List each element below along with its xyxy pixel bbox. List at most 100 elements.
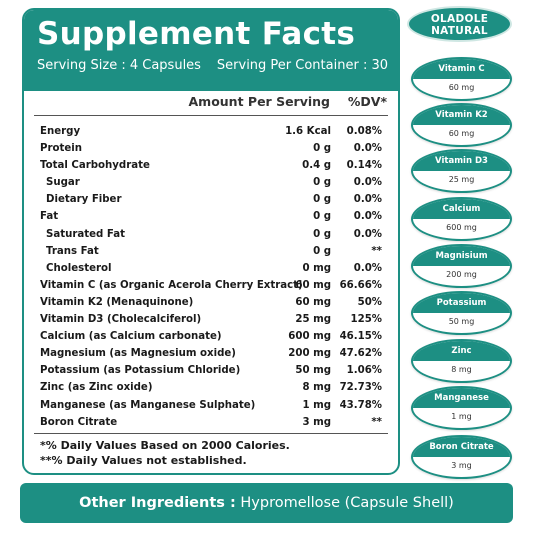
nutrient-name: Vitamin K2 (Menaquinone) — [40, 296, 194, 308]
pill-vitamin-d3: Vitamin D3 25 mg — [411, 149, 512, 193]
nutrient-name: Trans Fat — [46, 245, 99, 257]
pill-boron-citrate: Boron Citrate 3 mg — [411, 435, 512, 479]
nutrient-dv: 1.06% — [346, 365, 382, 377]
nutrient-dv: ** — [371, 416, 382, 428]
nutrient-amount: 0 g — [313, 143, 331, 155]
nutrient-dv: 43.78% — [339, 399, 382, 411]
table-row: Potassium (as Potassium Chloride) 50 mg 1.… — [40, 363, 382, 380]
serving-per-container: Serving Per Container : 30 — [216, 58, 388, 73]
nutrient-amount: 0 g — [313, 228, 331, 240]
nutrient-amount: 25 mg — [295, 314, 331, 326]
pill-dose: 60 mg — [448, 129, 475, 138]
nutrient-amount: 60 mg — [295, 296, 331, 308]
panel-header: Supplement Facts Serving Size : 4 Capsul… — [24, 10, 398, 91]
table-row: Cholesterol 0 mg 0.0% — [40, 261, 382, 278]
nutrient-dv: 0.08% — [346, 126, 382, 137]
nutrient-amount: 0 g — [313, 211, 331, 223]
pill-vitamin-k2: Vitamin K2 60 mg — [411, 103, 512, 147]
nutrient-amount: 0 g — [313, 194, 331, 206]
table-row: Zinc (as Zinc oxide) 8 mg 72.73% — [40, 380, 382, 397]
pill-dose: 3 mg — [451, 461, 472, 470]
pill-vitamin-c: Vitamin C 60 mg — [411, 57, 512, 101]
nutrient-amount: 1 mg — [302, 399, 331, 411]
table-row: Dietary Fiber 0 g 0.0% — [40, 192, 382, 209]
table-row: Boron Citrate 3 mg ** — [40, 415, 382, 432]
nutrient-amount: 200 mg — [288, 348, 331, 360]
table-row: Vitamin K2 (Menaquinone) 60 mg 50% — [40, 295, 382, 312]
pill-name: Magnisium — [413, 246, 510, 266]
other-ingredients-value: Hypromellose (Capsule Shell) — [235, 495, 454, 511]
pill-potassium: Potassium 50 mg — [411, 291, 512, 335]
nutrient-amount: 1.6 Kcal — [285, 126, 331, 137]
pill-name: Vitamin C — [413, 59, 510, 79]
nutrient-name: Fat — [40, 211, 59, 223]
pill-dose: 50 mg — [448, 317, 475, 326]
pill-dose: 1 mg — [451, 412, 472, 421]
supplement-facts-panel: Supplement Facts Serving Size : 4 Capsul… — [22, 8, 400, 475]
pill-name: Calcium — [413, 199, 510, 219]
pill-dose: 25 mg — [448, 175, 475, 184]
nutrient-name: Calcium (as Calcium carbonate) — [40, 331, 222, 343]
header-divider — [34, 115, 388, 116]
nutrient-dv: 0.0% — [353, 177, 382, 189]
table-row: Magnesium (as Magnesium oxide) 200 mg 47.6… — [40, 346, 382, 363]
table-row: Calcium (as Calcium carbonate) 600 mg 46.1… — [40, 329, 382, 346]
pill-dose: 8 mg — [451, 365, 472, 374]
other-ingredients-banner: Other Ingredients : Hypromellose (Capsul… — [20, 483, 513, 523]
nutrient-dv: 0.0% — [353, 194, 382, 206]
nutrient-amount: 0.4 g — [302, 160, 331, 172]
nutrient-amount: 50 mg — [295, 365, 331, 377]
pill-name: Zinc — [413, 341, 510, 361]
nutrient-amount: 600 mg — [288, 331, 331, 343]
nutrient-dv: 50% — [357, 296, 382, 308]
pill-zinc: Zinc 8 mg — [411, 339, 512, 383]
pill-manganese: Manganese 1 mg — [411, 386, 512, 430]
nutrient-name: Saturated Fat — [46, 228, 125, 240]
footnotes: *% Daily Values Based on 2000 Calories. … — [40, 438, 290, 468]
page-title: Supplement Facts — [37, 16, 356, 52]
pill-dose: 600 mg — [446, 223, 477, 232]
brand-line-2: NATURAL — [431, 25, 488, 37]
table-row: Sugar 0 g 0.0% — [40, 175, 382, 192]
brand-line-1: OLADOLE — [430, 13, 489, 25]
nutrient-amount: 0 mg — [302, 262, 331, 274]
nutrient-dv: 72.73% — [339, 382, 382, 394]
notes-divider — [34, 433, 388, 434]
nutrient-dv: 47.62% — [339, 348, 382, 360]
pill-dose: 200 mg — [446, 270, 477, 279]
nutrient-name: Sugar — [46, 177, 80, 189]
table-row: Total Carbohydrate 0.4 g 0.14% — [40, 158, 382, 175]
nutrient-amount: 0 g — [313, 245, 331, 257]
nutrient-name: Magnesium (as Magnesium oxide) — [40, 348, 236, 360]
pill-name: Vitamin K2 — [413, 105, 510, 125]
footnote-not-established: **% Daily Values not established. — [40, 454, 247, 467]
nutrient-name: Potassium (as Potassium Chloride) — [40, 365, 241, 377]
nutrient-dv: 0.0% — [353, 143, 382, 155]
pill-name: Boron Citrate — [413, 437, 510, 457]
pill-magnesium: Magnisium 200 mg — [411, 244, 512, 288]
nutrient-name: Zinc (as Zinc oxide) — [40, 382, 153, 394]
table-row: Energy 1.6 Kcal 0.08% — [40, 124, 382, 141]
nutrient-name: Energy — [40, 126, 81, 137]
nutrient-name: Boron Citrate — [40, 416, 118, 428]
table-row: Saturated Fat 0 g 0.0% — [40, 227, 382, 244]
nutrient-name: Vitamin D3 (Cholecalciferol) — [40, 314, 202, 326]
serving-size: Serving Size : 4 Capsules — [37, 58, 201, 73]
nutrient-dv: 66.66% — [339, 279, 382, 291]
pill-dose: 60 mg — [448, 83, 475, 92]
nutrient-name: Dietary Fiber — [46, 194, 122, 206]
pill-calcium: Calcium 600 mg — [411, 197, 512, 241]
table-row: Vitamin C (as Organic Acerola Cherry Ext… — [40, 278, 382, 295]
nutrient-name: Manganese (as Manganese Sulphate) — [40, 399, 256, 411]
nutrient-name: Vitamin C (as Organic Acerola Cherry Ext… — [40, 279, 303, 291]
nutrient-dv: ** — [371, 245, 382, 257]
nutrient-name: Total Carbohydrate — [40, 160, 150, 172]
nutrient-dv: 0.14% — [346, 160, 382, 172]
table-row: Protein 0 g 0.0% — [40, 141, 382, 158]
table-row: Vitamin D3 (Cholecalciferol) 25 mg 125% — [40, 312, 382, 329]
table-row: Manganese (as Manganese Sulphate) 1 mg 43.… — [40, 398, 382, 415]
nutrient-name: Cholesterol — [46, 262, 112, 274]
footnote-daily-values: *% Daily Values Based on 2000 Calories. — [40, 439, 290, 452]
amount-column-header: Amount Per Serving — [188, 94, 331, 109]
table-row: Fat 0 g 0.0% — [40, 209, 382, 226]
